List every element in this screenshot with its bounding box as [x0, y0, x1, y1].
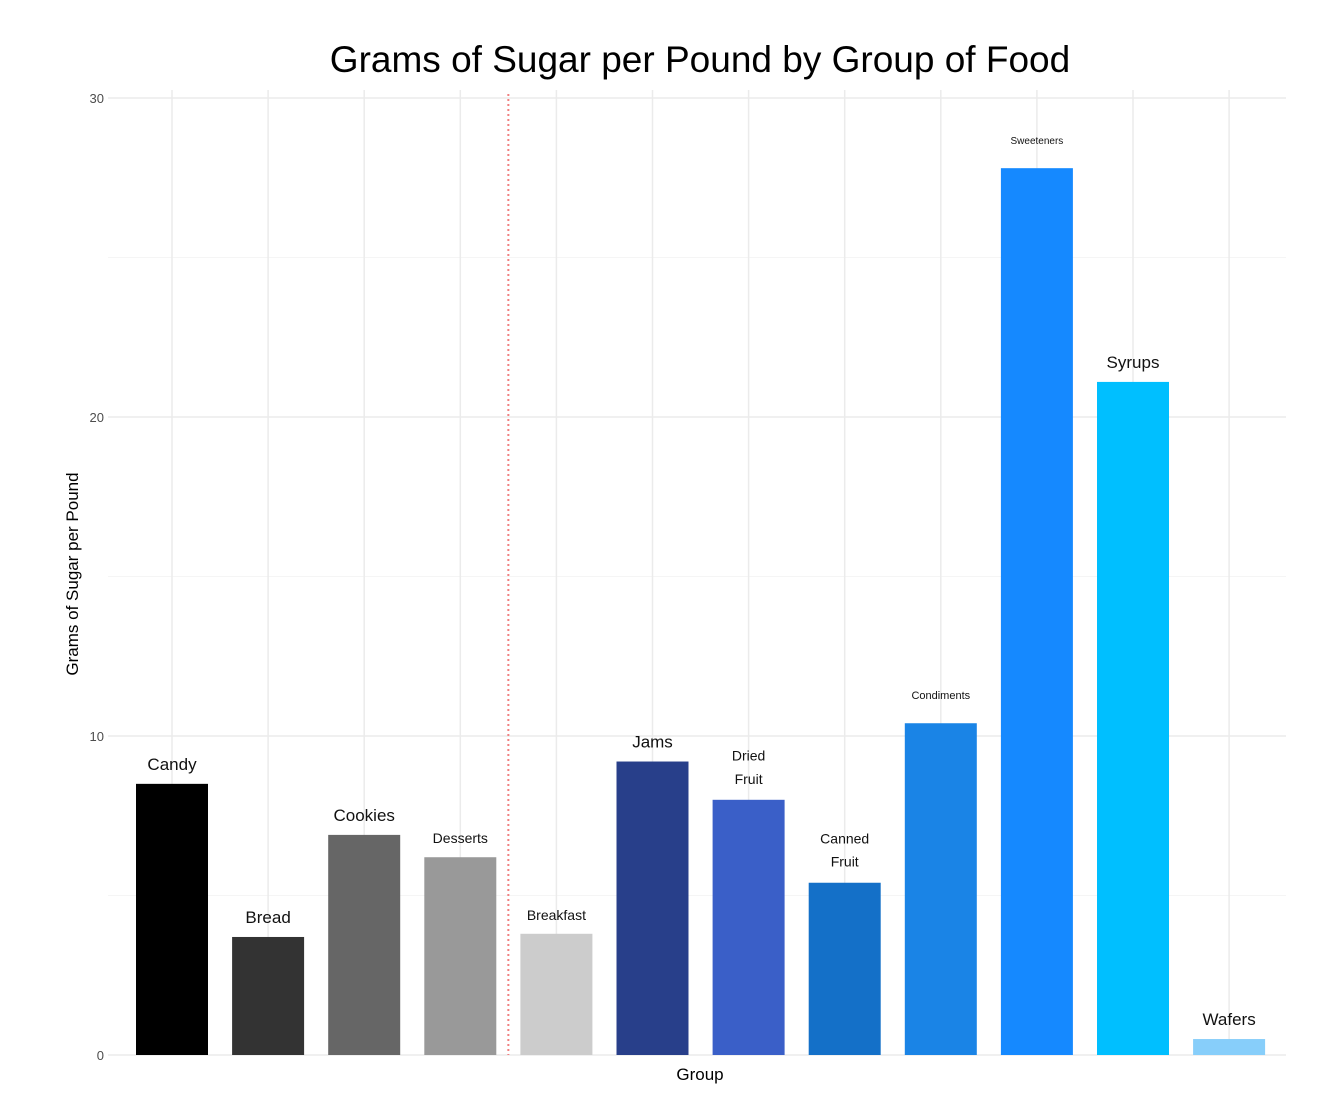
y-tick-label: 20 [90, 410, 104, 425]
bar-label: Desserts [433, 830, 488, 846]
bar-candy [136, 783, 208, 1055]
bar-label: Dried Fruit [732, 748, 765, 787]
bar-label: Jams [632, 733, 673, 752]
y-tick-label: 0 [97, 1048, 104, 1063]
bar-condiments [904, 723, 977, 1055]
y-axis-label: Grams of Sugar per Pound [63, 472, 82, 675]
bar-breakfast [520, 933, 593, 1055]
bar-label: Cookies [333, 806, 394, 825]
bar-sweeteners [1000, 168, 1073, 1055]
bar-label: Syrups [1107, 353, 1160, 372]
bar-label: Condiments [911, 690, 970, 702]
bar-label: Candy [147, 755, 197, 774]
bar-label: Sweeteners [1010, 136, 1063, 147]
bar-desserts [424, 857, 497, 1055]
bar-bread [232, 936, 305, 1055]
bar-label: Bread [245, 908, 290, 927]
bar-dried-fruit [712, 799, 785, 1055]
bar-jams [616, 761, 689, 1055]
bar-syrups [1097, 381, 1169, 1055]
x-axis-label: Group [676, 1065, 723, 1084]
chart-title: Grams of Sugar per Pound by Group of Foo… [330, 39, 1070, 80]
bar-label: Wafers [1202, 1010, 1255, 1029]
y-tick-label: 30 [90, 91, 104, 106]
y-tick-label: 10 [90, 729, 104, 744]
bar-label: Canned Fruit [820, 831, 869, 870]
bar-canned-fruit [808, 882, 881, 1055]
bar-label: Breakfast [527, 907, 586, 923]
bar-cookies [328, 834, 401, 1055]
bar-wafers [1193, 1039, 1266, 1055]
